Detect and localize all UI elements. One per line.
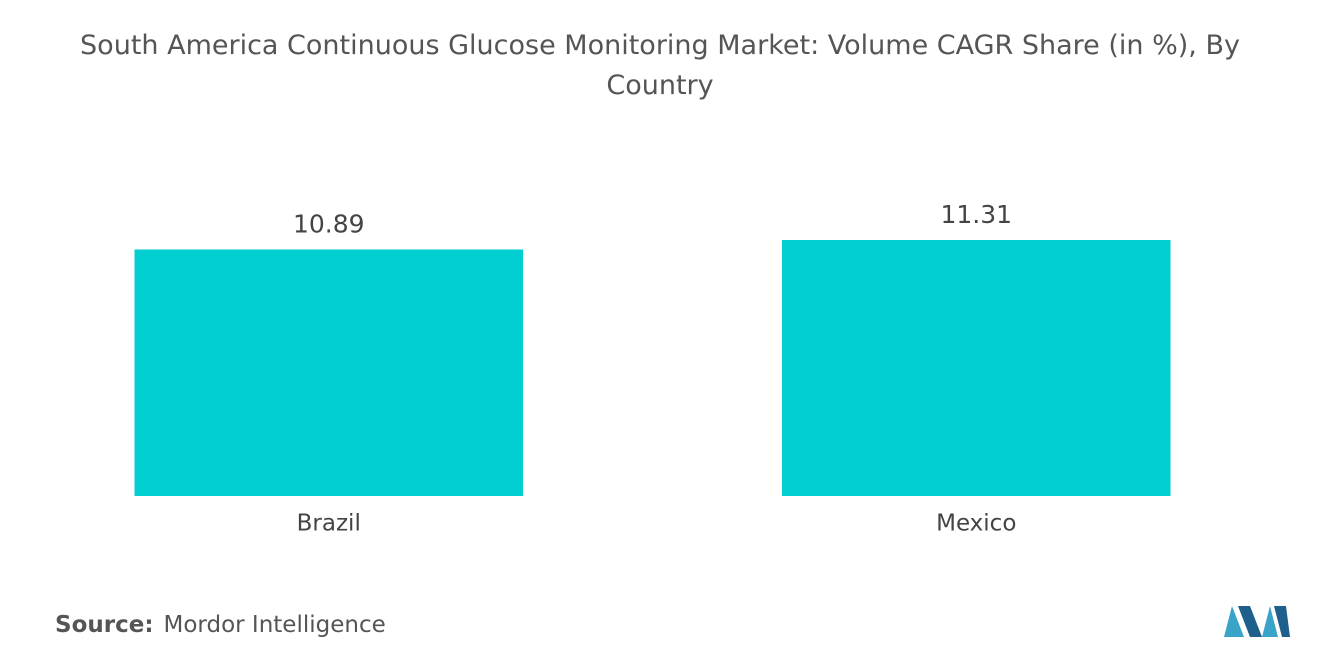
bar: [134, 249, 523, 496]
logo: [1224, 606, 1290, 637]
bar: [782, 240, 1171, 496]
x-tick-label: Mexico: [936, 511, 1016, 537]
chart-title: South America Continuous Glucose Monitor…: [80, 30, 1240, 101]
source-text: Mordor Intelligence: [163, 612, 386, 638]
source: Source: Mordor Intelligence: [55, 612, 386, 638]
value-label: 10.89: [293, 210, 365, 239]
x-tick-label: Brazil: [297, 511, 361, 537]
value-label: 11.31: [940, 200, 1012, 229]
source-label: Source:: [55, 612, 154, 638]
